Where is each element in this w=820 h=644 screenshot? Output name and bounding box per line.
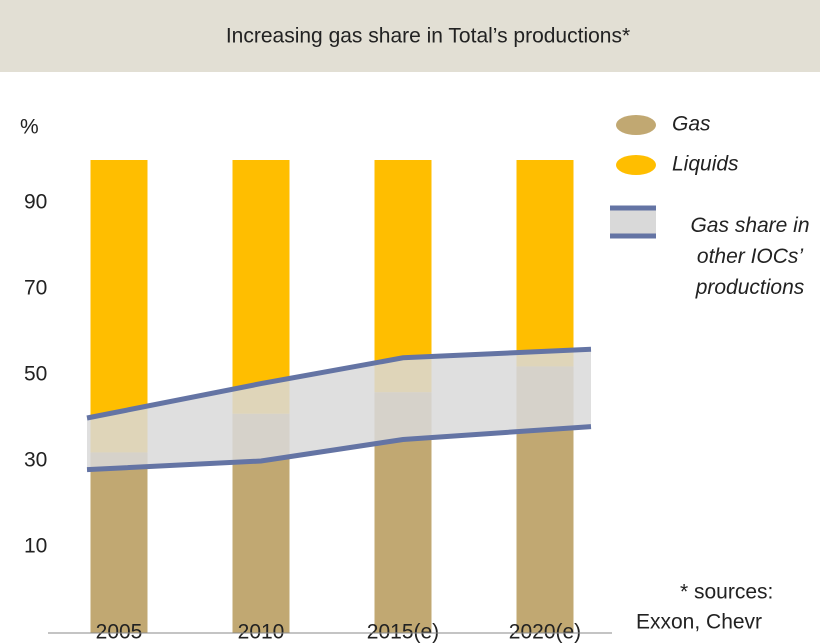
footnote: Exxon, Chevr <box>636 611 762 634</box>
legend-label: Liquids <box>672 153 739 176</box>
legend-swatch <box>616 155 656 175</box>
legend-label: Gas share in other IOCs’ productions <box>690 214 809 299</box>
x-tick-label: 2010 <box>238 621 285 644</box>
band-line <box>86 424 592 473</box>
x-tick-label: 2015(e) <box>367 621 439 644</box>
legend-swatch <box>616 115 656 135</box>
chart-title: Increasing gas share in Total’s producti… <box>226 25 630 48</box>
legend-label-line: Gas share in <box>690 214 809 237</box>
y-tick-label: 10 <box>24 535 47 558</box>
x-tick-label: 2005 <box>96 621 143 644</box>
y-tick-label: 30 <box>24 449 47 472</box>
bar-segment <box>90 160 148 453</box>
bar-segment <box>516 160 574 367</box>
y-tick-label: 50 <box>24 363 47 386</box>
legend-label-line: other IOCs’ <box>697 245 804 268</box>
y-axis-label: % <box>20 116 39 139</box>
band-area <box>87 349 591 470</box>
bar-segment <box>232 160 290 414</box>
y-tick-label: 70 <box>24 277 47 300</box>
legend-label-line: productions <box>695 276 805 299</box>
legend-label: Gas <box>672 113 711 136</box>
bar-segment <box>90 452 148 633</box>
band-line <box>86 346 592 421</box>
title-bar <box>0 0 820 72</box>
x-tick-label: 2020(e) <box>509 621 581 644</box>
bar-segment <box>374 160 432 393</box>
footnote: * sources: <box>680 581 773 604</box>
legend-swatch <box>610 208 656 236</box>
y-tick-label: 90 <box>24 191 47 214</box>
